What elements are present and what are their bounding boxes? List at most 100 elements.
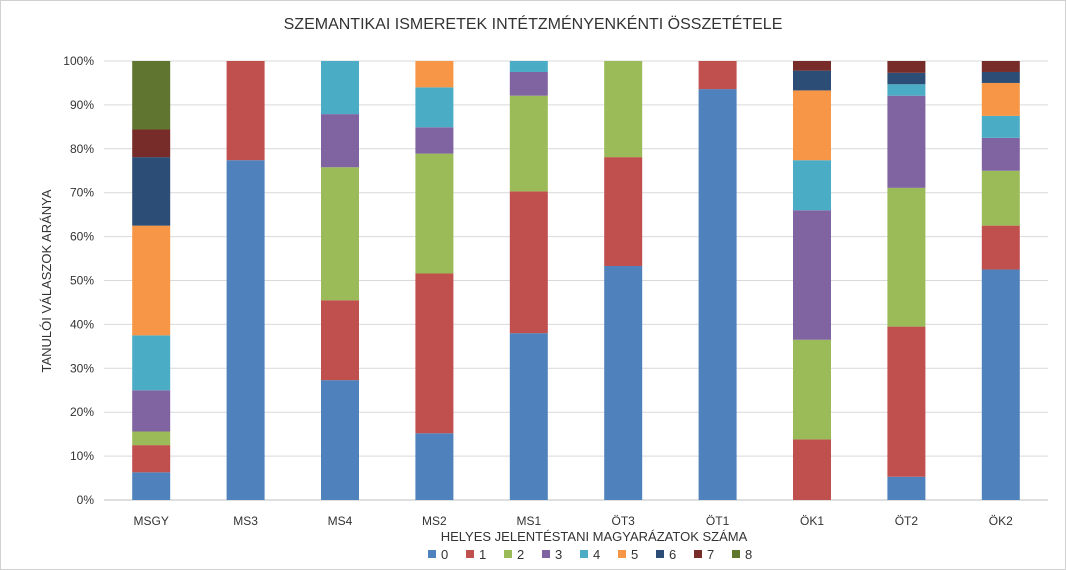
bar-stack-ms3 [226, 61, 265, 501]
bar-segment [226, 160, 265, 501]
bar-segment [321, 167, 359, 301]
legend-label: 2 [517, 547, 524, 562]
bar-stack-ms4 [321, 61, 359, 500]
bar-segment [604, 266, 643, 500]
bar-segment [415, 273, 454, 434]
bar-segment [132, 61, 171, 130]
bar-segment [887, 95, 926, 188]
bar-segment [793, 210, 831, 340]
bar-segment [132, 472, 171, 500]
legend-label: 8 [745, 547, 752, 562]
x-tick-label: ÖT1 [706, 514, 730, 528]
x-tick-label: ÖK1 [800, 514, 824, 528]
bar-stack-msgy [132, 61, 171, 500]
bar-segment [887, 72, 926, 85]
bar-segment [698, 61, 737, 90]
bar-stack-ms1 [509, 61, 548, 500]
bar-segment [793, 160, 831, 211]
bar-segment [415, 61, 454, 88]
bar-segment [793, 70, 831, 91]
bar-segment [604, 61, 643, 158]
bar-segment [132, 445, 171, 473]
bar-segment [698, 89, 737, 500]
bar-stack-ök2 [981, 61, 1020, 500]
x-axis-ticks: MSGY MS3 MS4 MS2 MS1 ÖT3 ÖT1 ÖK1 ÖT2 ÖK2 [134, 514, 1014, 528]
bar-segment [981, 170, 1020, 226]
bar-segment [226, 61, 265, 161]
y-tick-label: 10% [70, 449, 94, 463]
bar-stack-öt3 [604, 61, 643, 500]
legend-label: 5 [631, 547, 638, 562]
legend-label: 6 [669, 547, 676, 562]
bar-segment [415, 433, 454, 500]
legend-label: 1 [479, 547, 486, 562]
bar-segment [887, 187, 926, 327]
bar-segment [981, 225, 1020, 270]
bar-segment [793, 339, 831, 440]
y-tick-label: 0% [77, 493, 95, 507]
bar-segment [132, 390, 171, 432]
bar-segment [509, 61, 548, 72]
bar-segment [981, 137, 1020, 171]
legend-swatch [656, 550, 664, 558]
y-tick-label: 60% [70, 230, 94, 244]
x-tick-label: ÖT2 [895, 514, 919, 528]
y-tick-label: 80% [70, 142, 94, 156]
bar-stack-öt1 [698, 61, 737, 500]
x-axis-title: HELYES JELENTÉSTANI MAGYARÁZATOK SZÁMA [441, 529, 748, 544]
legend-label: 0 [441, 547, 448, 562]
legend-swatch [466, 550, 474, 558]
bar-segment [321, 114, 359, 168]
bar-segment [887, 61, 926, 73]
bar-segment [132, 431, 171, 446]
bar-stack-ms2 [415, 61, 454, 500]
y-tick-label: 100% [63, 54, 94, 68]
bar-stack-ök1 [793, 61, 831, 500]
bar-segment [321, 380, 359, 500]
y-axis-title: TANULÓI VÁLASZOK ARÁNYA [39, 189, 54, 372]
y-tick-label: 40% [70, 317, 94, 331]
legend-swatch [504, 550, 512, 558]
bar-segment [415, 153, 454, 274]
bar-segment [509, 333, 548, 500]
bar-segment [509, 71, 548, 96]
bar-segment [887, 84, 926, 96]
legend-swatch [542, 550, 550, 558]
bar-segment [132, 129, 171, 158]
legend: 0 1 2 3 4 5 6 7 8 [428, 547, 752, 562]
legend-swatch [618, 550, 626, 558]
legend-label: 4 [593, 547, 600, 562]
bar-segment [509, 191, 548, 334]
y-tick-label: 30% [70, 361, 94, 375]
bar-segment [132, 225, 171, 336]
bar-segment [981, 71, 1020, 83]
x-tick-label: MS3 [233, 514, 258, 528]
legend-label: 7 [707, 547, 714, 562]
x-tick-label: MS4 [328, 514, 353, 528]
bar-segment [321, 300, 359, 381]
x-tick-label: MS1 [516, 514, 541, 528]
x-tick-label: ÖK2 [989, 514, 1013, 528]
bar-segment [793, 90, 831, 161]
legend-swatch [694, 550, 702, 558]
bar-segment [981, 269, 1020, 500]
bar-segment [604, 157, 643, 267]
bar-segment [887, 476, 926, 500]
bar-segment [321, 61, 359, 115]
legend-label: 3 [555, 547, 562, 562]
legend-swatch [732, 550, 740, 558]
bar-segment [793, 439, 831, 500]
chart-title: SZEMANTIKAI ISMERETEK INTÉTZMÉNYENKÉNTI … [284, 14, 783, 33]
legend-swatch [428, 550, 436, 558]
bar-segment [981, 82, 1020, 116]
x-tick-label: MSGY [134, 514, 169, 528]
bar-segment [415, 127, 454, 154]
y-tick-label: 70% [70, 186, 94, 200]
legend-swatch [580, 550, 588, 558]
bar-segment [981, 61, 1020, 72]
y-tick-label: 90% [70, 98, 94, 112]
bar-segment [415, 87, 454, 128]
y-tick-label: 50% [70, 274, 94, 288]
x-tick-label: MS2 [422, 514, 447, 528]
bar-stack-öt2 [887, 61, 926, 500]
